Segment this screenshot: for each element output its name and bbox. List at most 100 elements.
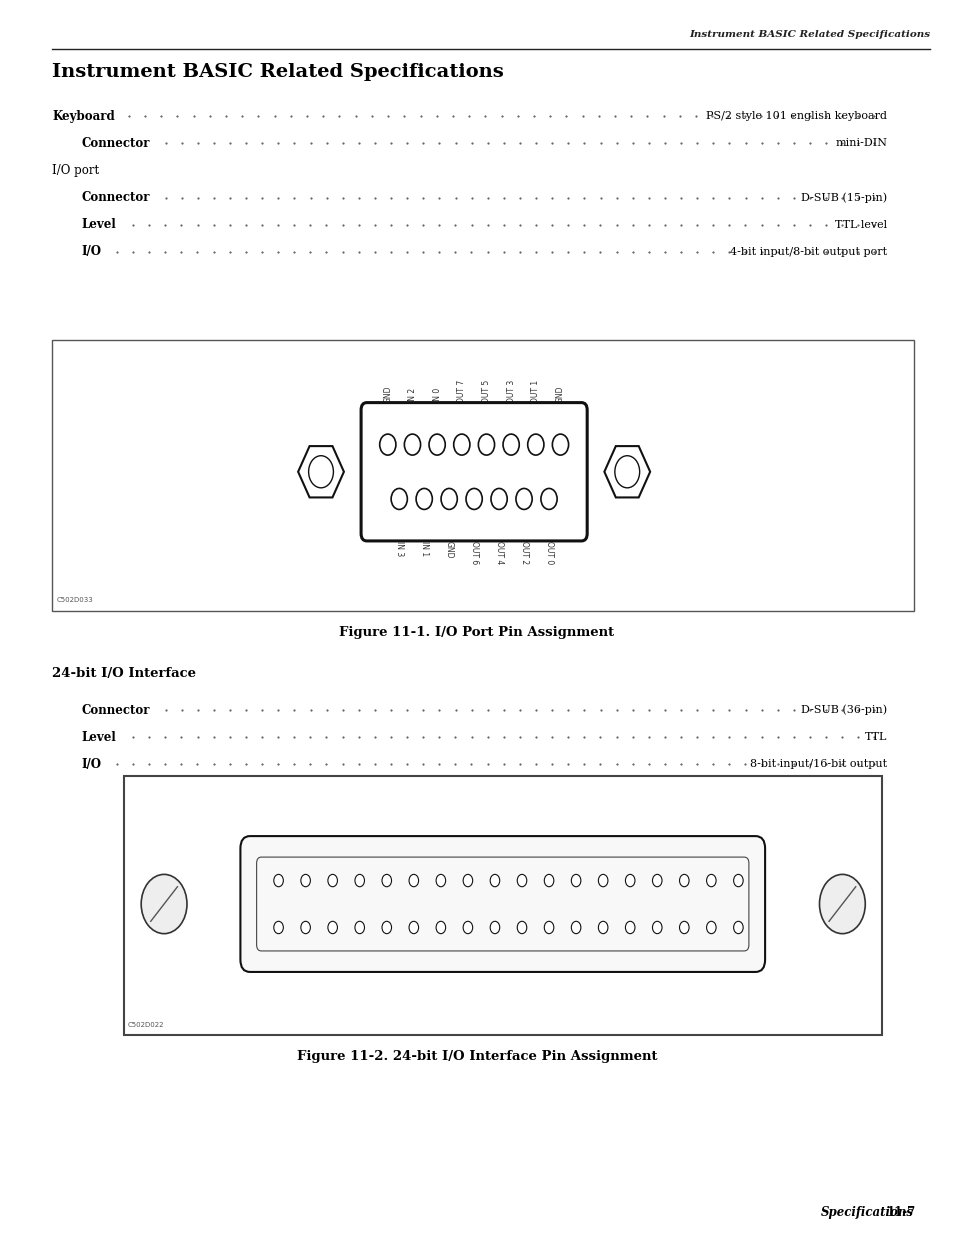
Circle shape [436, 874, 445, 887]
Text: 32: 32 [382, 939, 390, 944]
Text: 4-bit input/8-bit output port: 4-bit input/8-bit output port [729, 247, 886, 257]
Circle shape [540, 489, 557, 509]
Text: 24-bit I/O Interface: 24-bit I/O Interface [52, 667, 196, 679]
Circle shape [355, 874, 364, 887]
Text: 2: 2 [709, 864, 713, 869]
Circle shape [625, 874, 635, 887]
Circle shape [652, 921, 661, 934]
Text: Level: Level [81, 731, 115, 743]
Bar [124, 776, 882, 1035]
Text: mini-DIN: mini-DIN [834, 138, 886, 148]
Text: 13: 13 [410, 864, 417, 869]
Circle shape [517, 921, 526, 934]
Circle shape [465, 489, 481, 509]
Circle shape [490, 874, 499, 887]
Circle shape [733, 874, 742, 887]
Text: 8: 8 [547, 864, 550, 869]
Circle shape [429, 435, 445, 456]
Circle shape [300, 921, 310, 934]
Text: Figure 11-2. 24-bit I/O Interface Pin Assignment: Figure 11-2. 24-bit I/O Interface Pin As… [296, 1050, 657, 1063]
Circle shape [652, 874, 661, 887]
Circle shape [381, 921, 391, 934]
Circle shape [477, 435, 494, 456]
Text: IN 0: IN 0 [432, 388, 441, 403]
Circle shape [409, 921, 418, 934]
Circle shape [379, 435, 395, 456]
Circle shape [328, 921, 337, 934]
Text: 11-7: 11-7 [885, 1207, 915, 1219]
Text: GND: GND [383, 385, 392, 403]
Text: 36: 36 [274, 939, 282, 944]
Text: Instrument BASIC Related Specifications: Instrument BASIC Related Specifications [52, 63, 504, 80]
Text: 11: 11 [463, 864, 472, 869]
Text: D-SUB (15-pin): D-SUB (15-pin) [801, 193, 886, 203]
Circle shape [141, 874, 187, 934]
Text: 1: 1 [736, 864, 740, 869]
Text: 14: 14 [382, 864, 390, 869]
Circle shape [404, 435, 420, 456]
Text: 10: 10 [491, 864, 498, 869]
Text: 18: 18 [274, 864, 282, 869]
Circle shape [544, 874, 554, 887]
Text: 6: 6 [600, 864, 604, 869]
Text: 22: 22 [653, 939, 660, 944]
Text: OUT 7: OUT 7 [456, 379, 466, 403]
FancyBboxPatch shape [360, 403, 587, 541]
Text: 31: 31 [410, 939, 417, 944]
Text: 4: 4 [655, 864, 659, 869]
Circle shape [454, 435, 470, 456]
Text: 5: 5 [628, 864, 632, 869]
Text: IN 3: IN 3 [395, 541, 403, 556]
Text: Connector: Connector [81, 191, 150, 204]
Circle shape [391, 489, 407, 509]
Circle shape [355, 921, 364, 934]
Circle shape [552, 435, 568, 456]
Text: PS/2 style 101 english keyboard: PS/2 style 101 english keyboard [705, 111, 886, 121]
Circle shape [516, 489, 532, 509]
Circle shape [274, 921, 283, 934]
Circle shape [409, 874, 418, 887]
Circle shape [436, 921, 445, 934]
Text: 35: 35 [301, 939, 309, 944]
Text: Connector: Connector [81, 704, 150, 716]
Text: Level: Level [81, 219, 115, 231]
Circle shape [706, 874, 716, 887]
Circle shape [544, 921, 554, 934]
Circle shape [502, 435, 518, 456]
Text: Specifications: Specifications [820, 1207, 912, 1219]
Text: 26: 26 [545, 939, 553, 944]
Text: OUT 5: OUT 5 [481, 379, 491, 403]
Circle shape [462, 921, 472, 934]
Bar [52, 340, 913, 611]
Circle shape [527, 435, 543, 456]
Text: 30: 30 [436, 939, 444, 944]
Circle shape [679, 921, 688, 934]
Circle shape [274, 874, 283, 887]
Circle shape [819, 874, 864, 934]
Text: 20: 20 [707, 939, 715, 944]
Text: OUT 6: OUT 6 [469, 541, 478, 564]
Text: 25: 25 [572, 939, 579, 944]
Text: 33: 33 [355, 939, 363, 944]
Text: 3: 3 [681, 864, 685, 869]
Text: C502D033: C502D033 [56, 597, 93, 603]
Circle shape [491, 489, 507, 509]
Text: 28: 28 [491, 939, 498, 944]
Circle shape [490, 921, 499, 934]
Text: 17: 17 [301, 864, 309, 869]
Text: 29: 29 [463, 939, 471, 944]
Text: 15: 15 [355, 864, 363, 869]
Text: OUT 4: OUT 4 [494, 541, 503, 564]
Text: TTL: TTL [864, 732, 886, 742]
Text: 19: 19 [734, 939, 741, 944]
Text: Figure 11-1. I/O Port Pin Assignment: Figure 11-1. I/O Port Pin Assignment [339, 626, 614, 640]
Circle shape [571, 874, 580, 887]
Text: GND: GND [556, 385, 564, 403]
Circle shape [328, 874, 337, 887]
Text: Instrument BASIC Related Specifications: Instrument BASIC Related Specifications [688, 30, 929, 40]
Text: 27: 27 [517, 939, 525, 944]
Text: OUT 2: OUT 2 [519, 541, 528, 564]
Text: 24: 24 [598, 939, 606, 944]
Text: 7: 7 [574, 864, 578, 869]
Circle shape [679, 874, 688, 887]
